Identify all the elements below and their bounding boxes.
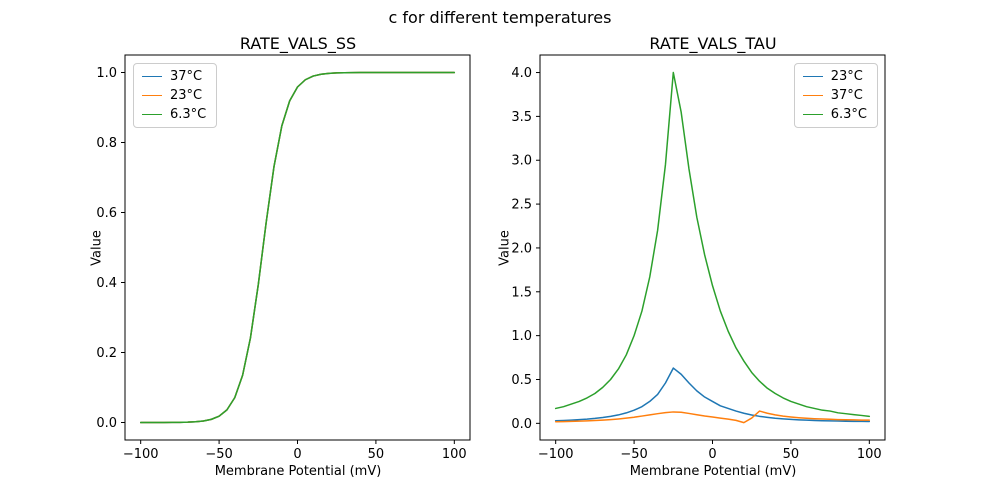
legend-entry: 23°C: [802, 69, 867, 84]
x-tick-label: −100: [538, 447, 574, 462]
legend-line-sample: [142, 76, 162, 77]
y-tick-label: 0.5: [511, 373, 532, 388]
series-line: [139, 71, 456, 424]
x-tick-label: 100: [857, 447, 882, 462]
series-line: [554, 367, 871, 423]
x-tick-label: −100: [123, 447, 159, 462]
legend-line-sample: [802, 114, 823, 115]
y-tick-label: 0.0: [96, 416, 117, 431]
y-tick-label: 3.0: [511, 154, 532, 169]
legend-line-sample: [802, 76, 823, 77]
x-tick-label: 100: [442, 447, 467, 462]
y-tick-label: 1.0: [96, 66, 117, 81]
legend-entry: 23°C: [142, 89, 206, 102]
y-tick-label: 3.5: [511, 110, 532, 125]
x-tick-label: −50: [620, 447, 647, 462]
right-x-axis-label: Membrane Potential (mV): [629, 464, 797, 479]
left-plot-title: RATE_VALS_SS: [239, 34, 357, 53]
x-tick-label: 0: [708, 447, 716, 462]
x-tick-label: 50: [368, 447, 385, 462]
y-tick-label: 1.5: [511, 285, 532, 300]
legend-label: 6.3°C: [830, 107, 867, 122]
x-tick-label: −50: [205, 447, 232, 462]
legend-entry: 6.3°C: [802, 107, 867, 122]
right-plot-title: RATE_VALS_TAU: [649, 34, 777, 53]
right-legend: 23°C 37°C 6.3°C: [793, 63, 878, 128]
y-tick-label: 4.0: [511, 66, 532, 81]
series-line: [554, 71, 871, 418]
legend-line-sample: [142, 95, 162, 96]
figure-suptitle: c for different temperatures: [388, 8, 612, 27]
y-tick-label: 0.0: [511, 417, 532, 432]
legend-entry: 37°C: [142, 70, 206, 83]
series-line: [554, 410, 871, 424]
legend-label: 23°C: [830, 69, 863, 84]
x-tick-label: 0: [293, 447, 301, 462]
legend-label: 37°C: [830, 88, 863, 103]
y-tick-label: 0.4: [96, 276, 117, 291]
legend-line-sample: [142, 114, 162, 115]
y-tick-label: 0.6: [96, 206, 117, 221]
legend-entry: 37°C: [802, 88, 867, 103]
left-legend: 37°C 23°C 6.3°C: [133, 63, 218, 128]
legend-label: 23°C: [170, 88, 203, 103]
left-y-axis-label: Value: [89, 230, 105, 266]
legend-label: 37°C: [170, 69, 203, 84]
legend-line-sample: [802, 95, 823, 96]
y-tick-label: 0.8: [96, 136, 117, 151]
y-tick-label: 0.2: [96, 346, 117, 361]
y-tick-label: 2.5: [511, 198, 532, 213]
legend-entry: 6.3°C: [142, 108, 206, 121]
left-x-axis-label: Membrane Potential (mV): [214, 464, 382, 479]
legend-label: 6.3°C: [170, 107, 207, 122]
y-tick-label: 1.0: [511, 329, 532, 344]
y-tick-label: 2.0: [511, 241, 532, 256]
right-y-axis-label: Value: [497, 230, 513, 266]
x-tick-label: 50: [783, 447, 800, 462]
